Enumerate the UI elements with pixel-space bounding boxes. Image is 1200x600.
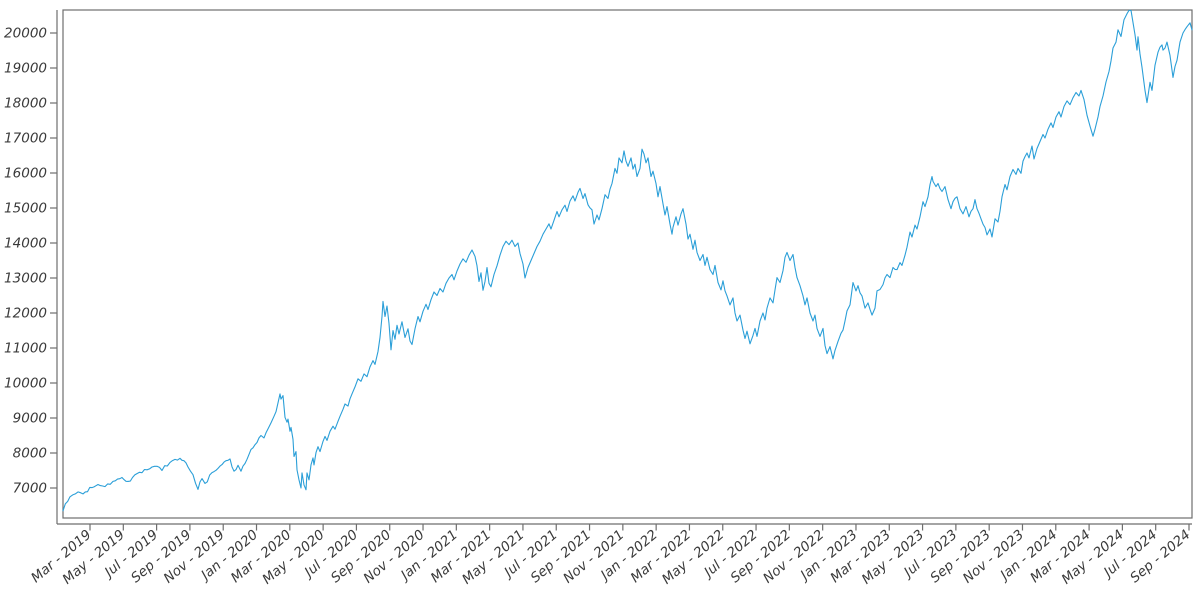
y-tick-label: 12000 (4, 306, 47, 322)
y-tick-label: 11000 (4, 341, 47, 357)
y-tick-label: 8000 (13, 446, 47, 462)
price-line (62, 9, 1193, 512)
y-tick-label: 7000 (13, 481, 47, 497)
y-tick-label: 13000 (4, 271, 47, 287)
y-tick-label: 9000 (13, 411, 47, 427)
y-tick-label: 18000 (4, 96, 47, 112)
y-tick-label: 14000 (4, 236, 47, 252)
y-tick-label: 19000 (4, 61, 47, 77)
y-tick-label: 17000 (4, 131, 47, 147)
y-tick-label: 16000 (4, 166, 47, 182)
y-tick-label: 20000 (4, 26, 47, 42)
y-tick-label: 10000 (4, 376, 47, 392)
y-tick-label: 15000 (4, 201, 47, 217)
